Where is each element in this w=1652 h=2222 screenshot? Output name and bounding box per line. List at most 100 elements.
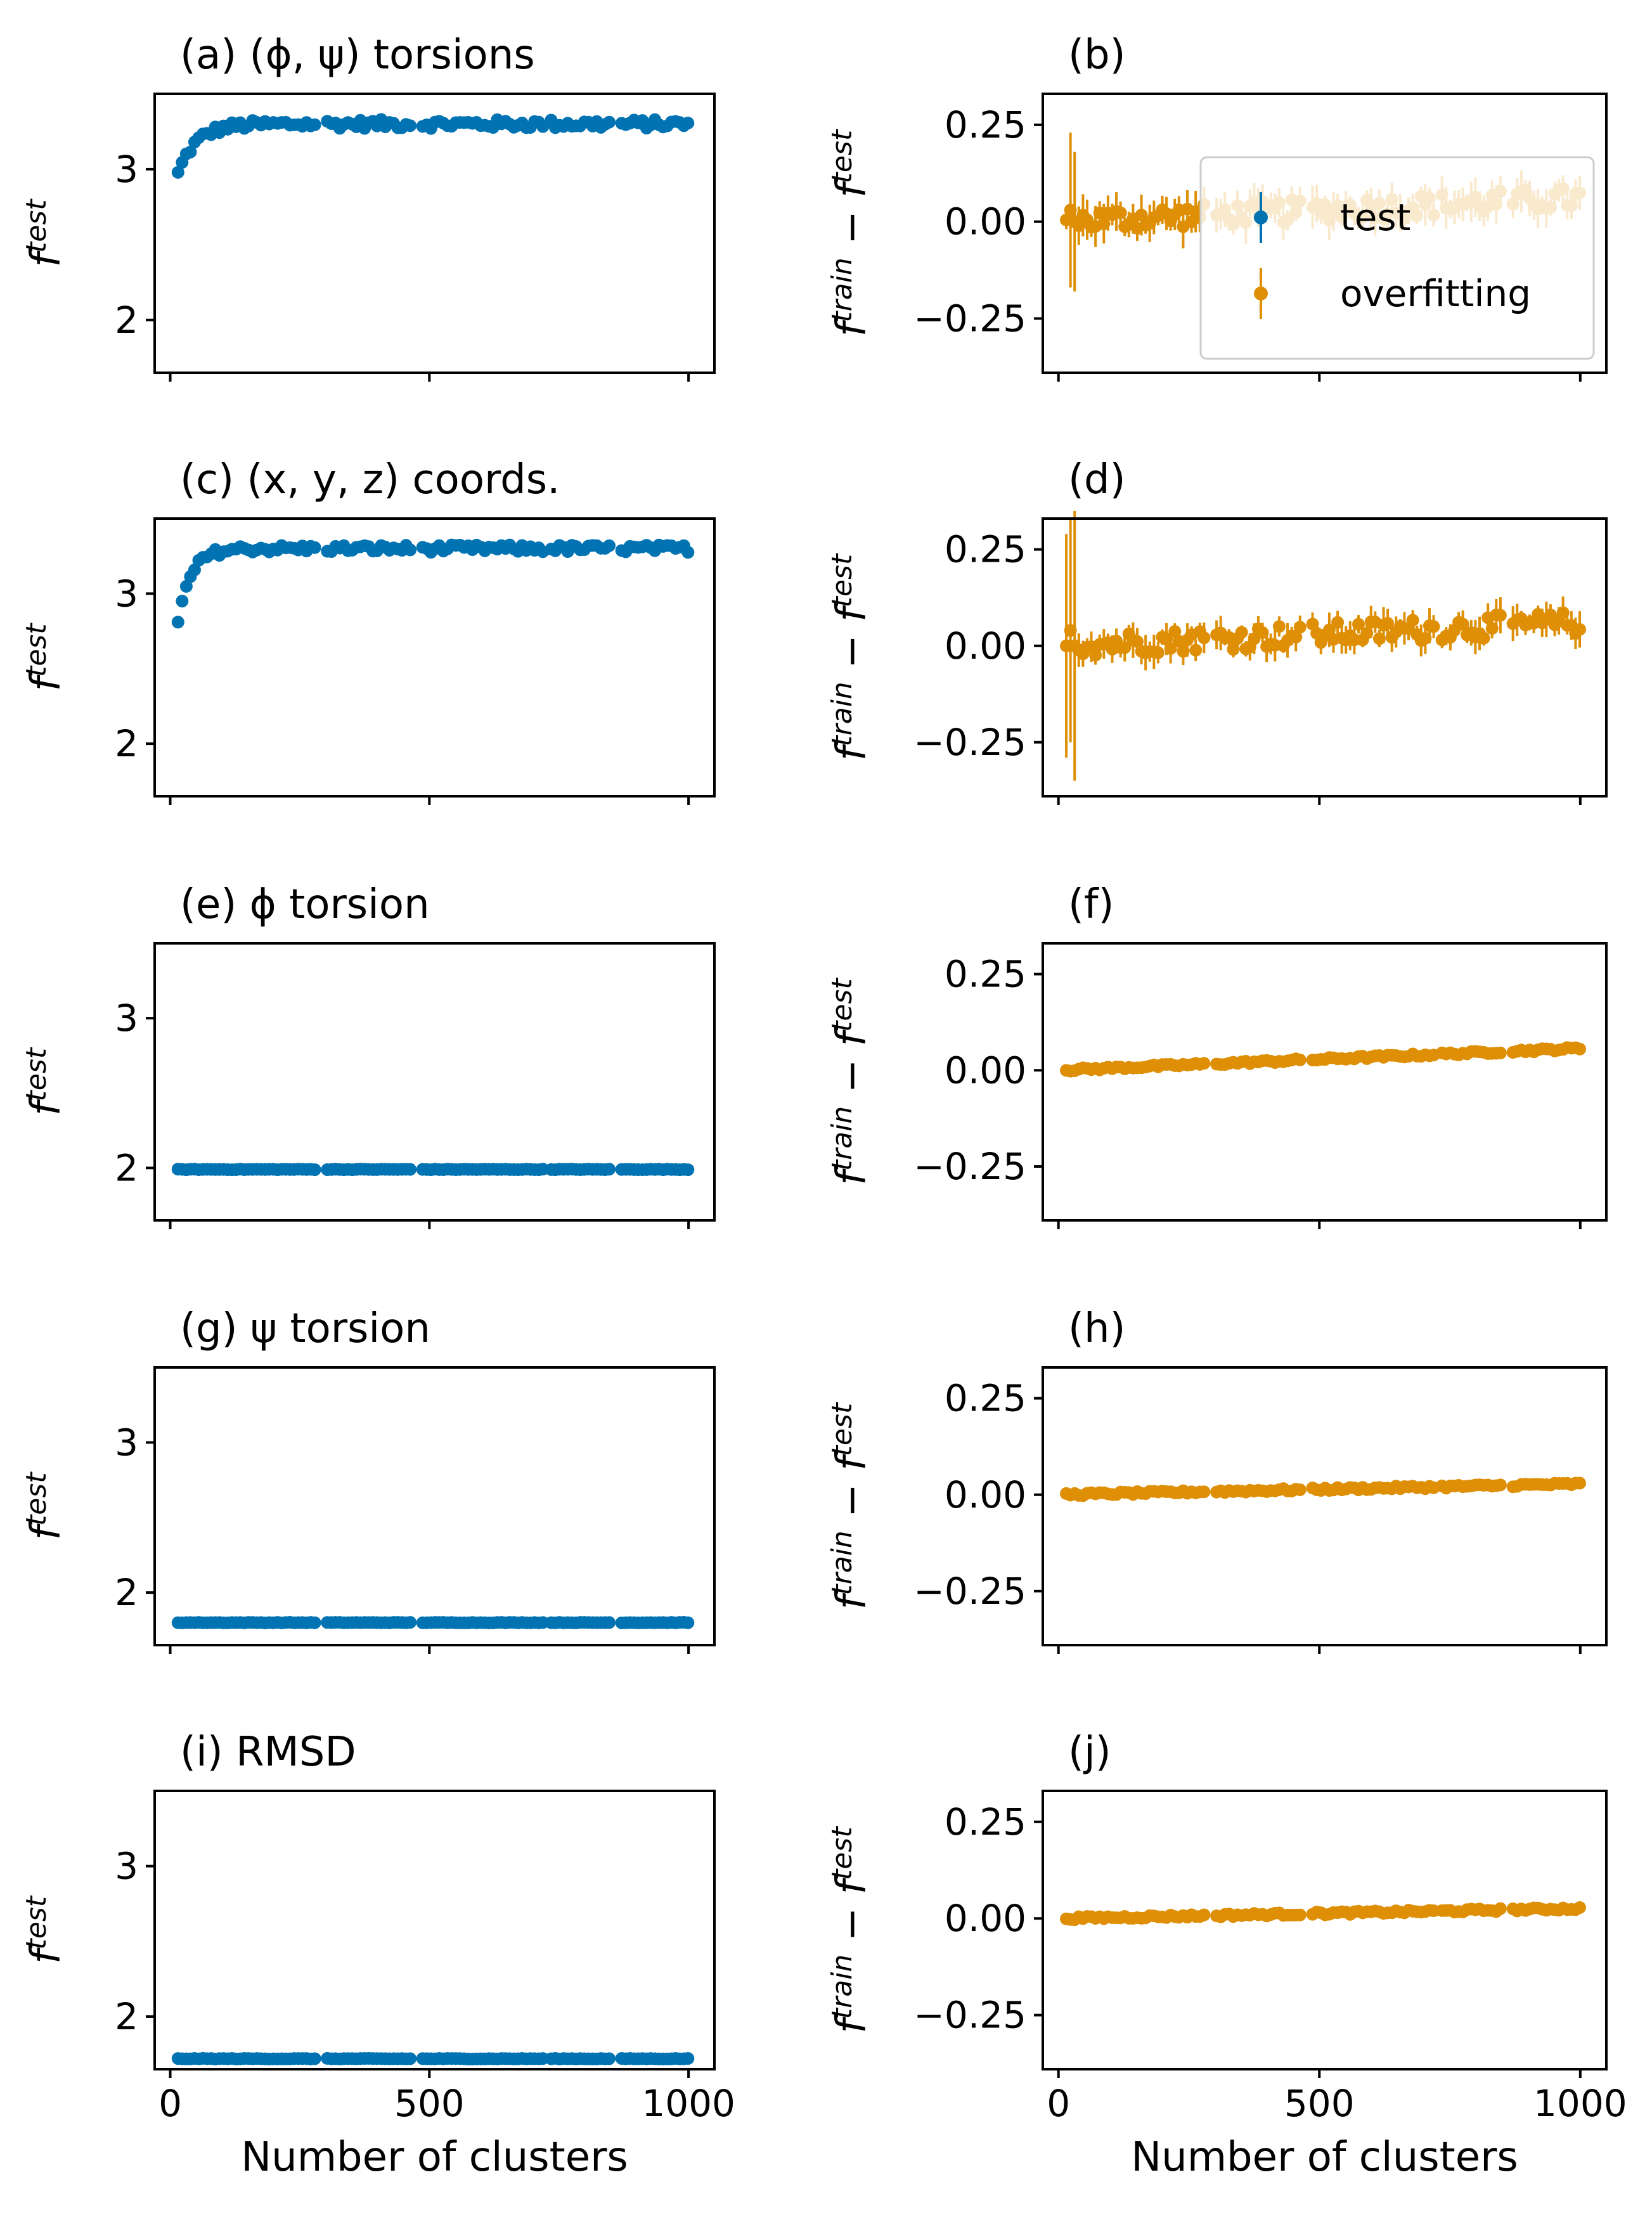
legend-box <box>1199 156 1595 360</box>
data-point <box>1573 623 1587 636</box>
series-test <box>171 113 695 179</box>
panel-title: (f) <box>1068 881 1114 928</box>
data-point <box>171 165 184 179</box>
x-tick-label: 1000 <box>642 2082 735 2125</box>
y-axis-label: ftest​ <box>20 1047 70 1116</box>
data-point <box>1118 641 1132 654</box>
series-overfitting <box>1060 1901 1587 1927</box>
data-point <box>308 118 321 131</box>
axes-frame <box>153 1366 716 1646</box>
y-tick-label: 2 <box>115 1995 138 2038</box>
data-point <box>1293 1053 1307 1066</box>
y-tick-label: 2 <box>115 722 138 765</box>
data-point <box>681 1163 695 1177</box>
axes-frame <box>153 517 716 798</box>
y-tick-label: 0.25 <box>945 103 1026 146</box>
series-overfitting <box>1060 1041 1587 1078</box>
y-axis-label: ftest​ <box>20 1895 70 1964</box>
y-tick-label: 2 <box>115 1146 138 1189</box>
data-point <box>404 1163 417 1176</box>
y-tick-label: 0.00 <box>945 1473 1026 1516</box>
data-point <box>1352 617 1365 631</box>
panel-title: (a) (ϕ, ψ) torsions <box>180 32 535 79</box>
panel-title: (i) RMSD <box>180 1729 356 1776</box>
panel-c: 2 3 (c) (x, y, z) coords. ftest​ <box>20 456 716 805</box>
y-tick-label: 0.25 <box>945 528 1026 571</box>
data-point <box>1494 1902 1507 1915</box>
y-axis-label: ftrain​ − ftest​ <box>826 978 875 1185</box>
legend-label: test <box>1340 196 1410 239</box>
axes-frame <box>1042 517 1608 798</box>
panel-title: (e) ϕ torsion <box>180 881 430 928</box>
panel-b: 0.25 0.00 −0.25 (b) ftrain​ − ftest​ test over… <box>826 32 1608 382</box>
y-tick-label: 0.25 <box>945 1377 1026 1420</box>
panel-title: (g) ψ torsion <box>180 1305 430 1352</box>
data-point <box>603 1616 616 1629</box>
y-tick-label: 3 <box>115 148 138 191</box>
data-point <box>171 616 184 629</box>
panel-title: (h) <box>1068 1305 1126 1352</box>
data-point <box>179 579 193 593</box>
y-tick-label: −0.25 <box>913 1570 1026 1613</box>
legend-label: overfitting <box>1340 272 1531 315</box>
panel-i: 2 3 0 500 1000 (i) RMSD ftest​ Number of cluste… <box>20 1729 735 2181</box>
y-tick-label: 0.00 <box>945 1897 1026 1940</box>
data-point <box>404 119 417 132</box>
data-point <box>404 543 417 557</box>
data-point <box>404 2052 417 2065</box>
y-axis-label: ftrain​ − ftest​ <box>826 1826 875 2034</box>
x-tick-label: 0 <box>1047 2082 1070 2125</box>
data-point <box>404 1616 417 1629</box>
panel-title: (j) <box>1068 1729 1111 1776</box>
series-overfitting <box>1060 1476 1587 1502</box>
axes-frame <box>153 93 716 374</box>
y-tick-label: 0.00 <box>945 1049 1026 1092</box>
axes-frame <box>1042 93 1608 374</box>
data-point <box>1494 1047 1507 1060</box>
axes-frame <box>153 1790 716 2070</box>
data-point <box>681 2052 695 2065</box>
x-tick-label: 500 <box>1284 2082 1355 2125</box>
x-tick-label: 500 <box>394 2082 465 2125</box>
data-point <box>308 2052 321 2065</box>
series-test <box>171 2051 695 2065</box>
panel-h: 0.25 0.00 −0.25 (h) ftrain​ − ftest​ <box>826 1305 1608 1654</box>
y-tick-label: 0.00 <box>945 200 1026 243</box>
data-point <box>1293 1908 1307 1922</box>
panel-title: (d) <box>1068 456 1126 503</box>
panel-g: 2 3 (g) ψ torsion ftest​ <box>20 1305 716 1654</box>
data-point <box>188 563 201 576</box>
y-tick-label: 0.25 <box>945 953 1026 996</box>
data-point <box>1114 206 1127 219</box>
series-test <box>171 538 695 629</box>
panel-f: 0.25 0.00 −0.25 (f) ftrain​ − ftest​ <box>826 881 1608 1229</box>
data-point <box>1293 1483 1307 1496</box>
y-tick-label: −0.25 <box>913 1994 1026 2037</box>
data-point <box>1197 1057 1211 1070</box>
y-axis-label: ftrain​ − ftest​ <box>826 1402 875 1610</box>
data-point <box>1573 1901 1587 1914</box>
data-point <box>1477 631 1490 645</box>
y-axis-label: ftest​ <box>20 1471 70 1541</box>
data-point <box>1189 643 1203 657</box>
data-point <box>1164 642 1177 655</box>
y-axis-label: ftrain​ − ftest​ <box>826 129 875 337</box>
panel-title: (b) <box>1068 32 1126 79</box>
panel-j: 0.25 0.00 −0.25 0 500 1000 (j) ftrain​ − ftest​… <box>826 1729 1627 2181</box>
x-tick-label: 1000 <box>1533 2082 1627 2125</box>
y-axis-label: ftest​ <box>20 198 70 268</box>
panel-title: (c) (x, y, z) coords. <box>180 456 560 503</box>
y-axis-label: ftest​ <box>20 623 70 692</box>
data-point <box>308 1163 321 1177</box>
panel-e: 2 3 (e) ϕ torsion ftest​ <box>20 881 716 1229</box>
data-point <box>1235 626 1248 639</box>
data-point <box>176 595 189 608</box>
data-point <box>308 1616 321 1629</box>
data-point <box>603 539 616 552</box>
legend-marker <box>1254 210 1268 224</box>
axes-frame <box>153 942 716 1222</box>
axes-frame <box>1042 1790 1608 2070</box>
y-tick-label: −0.25 <box>913 1145 1026 1188</box>
legend-marker <box>1254 287 1268 300</box>
